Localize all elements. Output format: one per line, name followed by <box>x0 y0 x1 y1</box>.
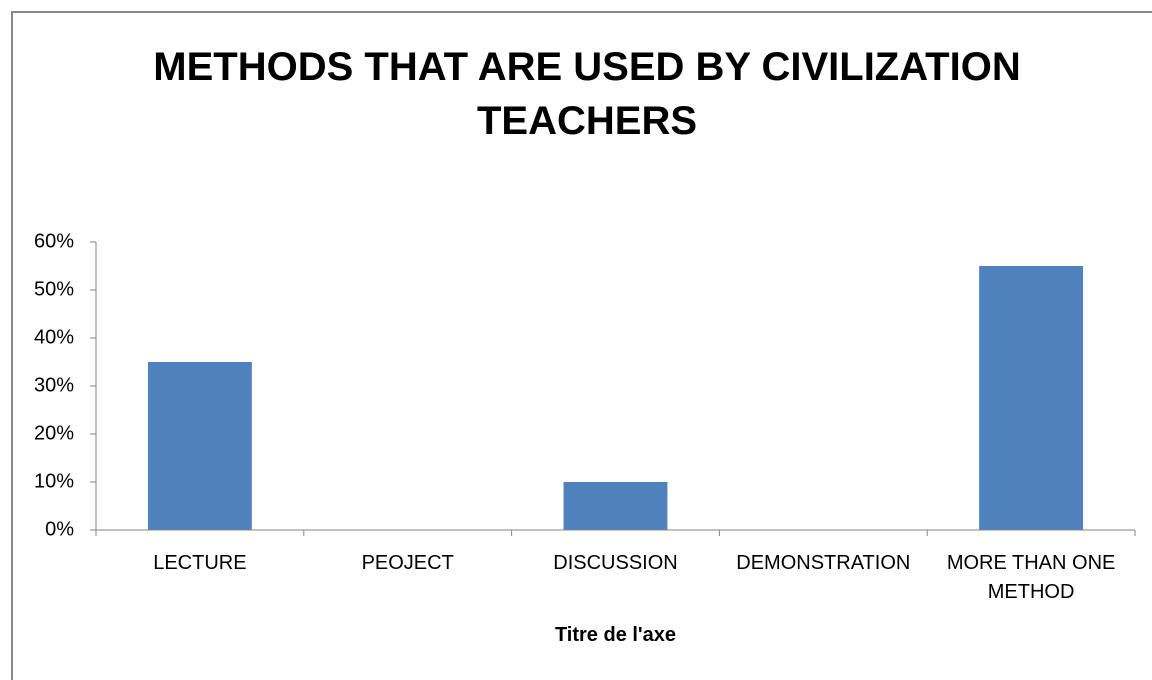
y-tick-label: 60% <box>34 230 74 252</box>
x-tick-label: PEOJECT <box>361 552 454 574</box>
chart-border <box>11 11 1152 680</box>
bar <box>147 362 252 530</box>
y-tick-label: 20% <box>34 422 74 444</box>
y-tick-label: 10% <box>34 470 74 492</box>
y-tick-label: 40% <box>34 326 74 348</box>
y-tick-label: 0% <box>45 518 74 540</box>
x-tick-label: LECTURE <box>153 552 247 574</box>
x-tick-label: DISCUSSION <box>553 552 678 574</box>
bar <box>979 266 1084 530</box>
chart-title: METHODS THAT ARE USED BY CIVILIZATION TE… <box>153 45 1021 143</box>
y-tick-label: 30% <box>34 374 74 396</box>
y-tick-label: 50% <box>34 278 74 300</box>
x-tick-label: DEMONSTRATION <box>736 552 911 574</box>
bar <box>563 482 668 530</box>
x-axis-title: Titre de l'axe <box>554 624 677 646</box>
x-tick-label: MORE THAN ONE METHOD <box>946 552 1116 603</box>
